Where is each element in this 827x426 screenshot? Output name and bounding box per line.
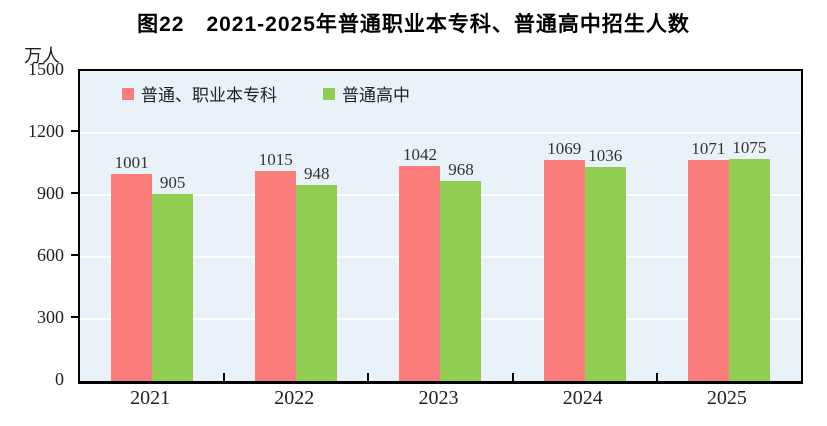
bar-group-2022: 1015 948 <box>224 71 368 381</box>
bar-wrap-0-2022: 1015 <box>255 71 297 381</box>
y-tick-label-0: 0 <box>55 369 64 389</box>
x-axis-label-2023: 2023 <box>418 387 459 409</box>
x-axis-label-2021: 2021 <box>130 387 171 409</box>
bar-group-2024: 1069 1036 <box>513 71 657 381</box>
y-tick-label-300: 300 <box>37 307 64 327</box>
bar-wrap-1-2022: 948 <box>296 71 338 381</box>
bar-value-label: 1075 <box>732 137 767 157</box>
y-tick-label-900: 900 <box>37 183 64 203</box>
bar-wrap-0-2023: 1042 <box>399 71 441 381</box>
y-tick-mark <box>71 316 78 318</box>
legend-swatch-icon <box>122 87 134 100</box>
legend-swatch-icon <box>323 87 335 100</box>
x-axis-label-2022: 2022 <box>274 387 315 409</box>
grid-line-1200 <box>80 132 801 134</box>
bar-value-label: 1069 <box>547 139 582 159</box>
x-axis-label-2024: 2024 <box>562 387 603 409</box>
bar-wrap-1-2024: 1036 <box>584 71 626 381</box>
y-tick-label-600: 600 <box>37 245 64 265</box>
bar-value-label: 1042 <box>402 144 437 164</box>
y-tick-label-1500: 1500 <box>28 59 64 79</box>
y-tick-mark <box>71 130 78 132</box>
bar-wrap-0-2021: 1001 <box>111 71 153 381</box>
bar-wrap-0-2024: 1069 <box>543 71 585 381</box>
bar-value-label: 968 <box>448 159 474 179</box>
y-axis-unit-label: 万人 <box>24 46 60 66</box>
bar-普通高中-2023 <box>440 180 482 381</box>
bar-value-label: 1015 <box>258 150 293 170</box>
bar-value-label: 1001 <box>114 153 149 173</box>
legend-item-1: 普通高中 <box>323 81 410 106</box>
bar-group-2023: 1042 968 <box>368 71 512 381</box>
bar-group-2025: 1071 1075 <box>657 71 801 381</box>
x-tick-mark <box>223 373 226 381</box>
bar-普通、职业本专科-2023 <box>399 165 441 381</box>
bar-普通高中-2021 <box>152 193 194 381</box>
bar-value-label: 1071 <box>691 138 726 158</box>
bar-普通、职业本专科-2021 <box>111 174 153 381</box>
legend: 普通、职业本专科 普通高中 <box>122 81 456 106</box>
y-tick-mark <box>71 254 78 256</box>
bar-value-label: 948 <box>304 164 330 184</box>
legend-label: 普通、职业本专科 <box>141 86 277 105</box>
legend-label: 普通高中 <box>342 86 410 105</box>
bar-wrap-1-2025: 1075 <box>728 71 770 381</box>
bar-value-label: 1036 <box>588 145 623 165</box>
x-tick-mark <box>511 373 514 381</box>
x-tick-mark <box>655 373 658 381</box>
plot-area: 普通、职业本专科 普通高中 1001 905 1015 948 1042 968 1069 10… <box>78 69 803 384</box>
bar-wrap-1-2021: 905 <box>152 71 194 381</box>
x-axis: 2021 2022 2023 2024 2025 <box>78 387 799 413</box>
bar-wrap-1-2023: 968 <box>440 71 482 381</box>
bar-普通高中-2024 <box>584 166 626 381</box>
y-tick-mark <box>71 192 78 194</box>
bar-普通高中-2025 <box>728 158 770 381</box>
bar-普通、职业本专科-2024 <box>543 160 585 381</box>
bar-普通高中-2022 <box>296 185 338 381</box>
bar-group-2021: 1001 905 <box>80 71 224 381</box>
chart-title: 图22 2021-2025年普通职业本专科、普通高中招生人数 <box>137 13 690 36</box>
y-tick-label-1200: 1200 <box>28 121 64 141</box>
bar-value-label: 905 <box>159 172 186 192</box>
bar-普通、职业本专科-2025 <box>687 159 729 381</box>
x-axis-label-2025: 2025 <box>706 387 747 409</box>
bar-wrap-0-2025: 1071 <box>687 71 729 381</box>
bar-普通、职业本专科-2022 <box>255 171 297 381</box>
x-tick-mark <box>367 373 370 381</box>
legend-item-0: 普通、职业本专科 <box>122 81 277 106</box>
